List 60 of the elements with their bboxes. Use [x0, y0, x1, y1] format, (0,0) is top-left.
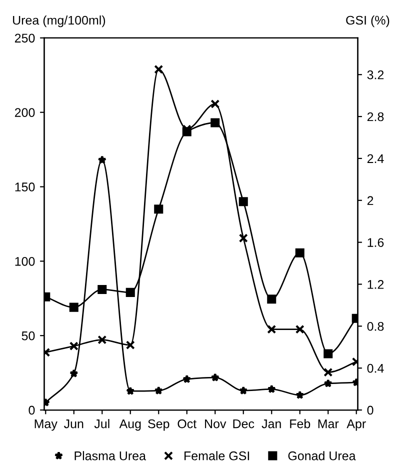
x-tick-label: Jan	[262, 419, 281, 428]
point	[267, 294, 276, 304]
y2-tick-label: 0.8	[367, 322, 384, 331]
y2-tick-label: 0	[367, 406, 374, 415]
point	[267, 384, 276, 394]
x-tick-label: Sep	[148, 419, 170, 431]
x-tick-label: Aug	[119, 419, 141, 431]
point	[296, 390, 304, 399]
y-tick-label: 0	[28, 406, 35, 415]
point	[324, 349, 333, 358]
point	[69, 302, 78, 312]
y-tick-label: 50	[22, 331, 35, 340]
x-tick-label: Nov	[205, 419, 226, 428]
point	[98, 335, 107, 344]
x-tick-label: Oct	[178, 419, 197, 428]
y2-tick-label: 0.4	[367, 364, 384, 373]
point	[126, 340, 135, 350]
point	[154, 386, 163, 395]
point	[324, 379, 332, 388]
x-tick-label: May	[34, 419, 58, 431]
point	[210, 99, 220, 108]
point	[126, 386, 135, 395]
point	[210, 118, 220, 128]
y2-tick-label: 1.2	[368, 280, 384, 289]
y-tick-label: 100	[15, 256, 35, 266]
y-tick-label: 200	[14, 108, 35, 117]
point	[239, 386, 248, 395]
y-tick-label: 150	[15, 182, 35, 192]
y-tick-label: 250	[14, 34, 35, 43]
point	[69, 342, 78, 351]
point	[267, 324, 276, 334]
legend-label: Female GSI	[184, 451, 250, 460]
point	[98, 155, 106, 164]
point	[126, 288, 135, 297]
y2-axis-title: GSI (%)	[346, 16, 390, 28]
legend-label: Plasma Urea	[74, 451, 146, 460]
point	[98, 284, 107, 294]
y2-tick-label: 2	[367, 196, 374, 205]
x-tick-label: Mar	[318, 419, 339, 428]
x-tick-label: Apr	[346, 419, 366, 431]
point	[154, 64, 164, 74]
point	[210, 373, 220, 382]
y-axis-title: Urea (mg/100ml)	[13, 16, 106, 28]
point	[324, 368, 333, 377]
point	[295, 324, 304, 334]
y2-tick-label: 3.2	[367, 70, 384, 80]
y2-tick-label: 2.4	[367, 154, 384, 163]
point	[238, 234, 248, 243]
y2-tick-label: 2.8	[367, 112, 384, 122]
x-tick-label: Dec	[233, 419, 254, 428]
point	[238, 197, 248, 206]
x-tick-label: Jun	[64, 419, 84, 428]
legend-label: Gonad Urea	[288, 451, 356, 460]
point	[154, 204, 164, 214]
x-tick-label: Feb	[290, 419, 310, 428]
point	[295, 248, 304, 258]
point	[70, 369, 78, 378]
point	[182, 374, 192, 384]
y2-tick-label: 1.6	[368, 238, 384, 247]
x-tick-label: Jul	[94, 419, 110, 428]
